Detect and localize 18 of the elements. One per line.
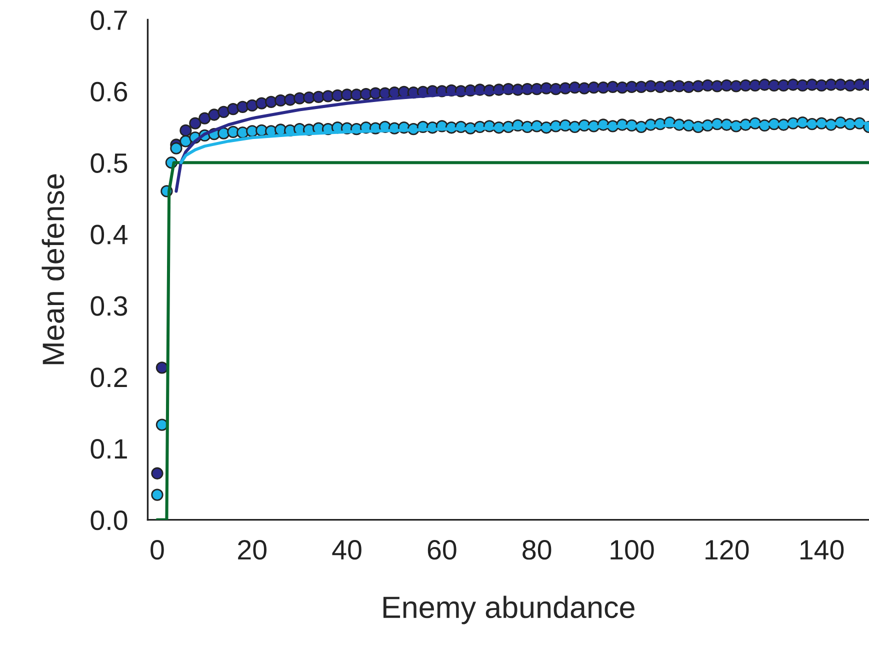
y-tick-label: 0.3 — [90, 296, 128, 316]
x-axis-title: Enemy abundance — [383, 596, 634, 624]
x-tick-label: 0 — [150, 540, 164, 560]
x-tick-label: 140 — [800, 540, 844, 560]
x-tick-label: 40 — [332, 540, 362, 560]
y-tick-label: 0.1 — [90, 439, 127, 459]
x-tick-label: 20 — [238, 540, 266, 560]
y-tick-label: 0.5 — [90, 153, 128, 173]
y-tick-label: 0.7 — [90, 10, 127, 30]
x-tick-label: 60 — [428, 540, 456, 560]
y-tick-label: 0.6 — [90, 82, 128, 102]
x-tick-label: 100 — [610, 540, 654, 560]
y-tick-label: 0.2 — [90, 368, 127, 388]
x-tick-label: 120 — [706, 540, 749, 560]
y-tick-label: 0.4 — [90, 224, 128, 244]
y-axis-title: Mean defense — [42, 174, 64, 364]
y-tick-label: 0.0 — [90, 510, 128, 530]
x-tick-label: 80 — [522, 540, 552, 560]
